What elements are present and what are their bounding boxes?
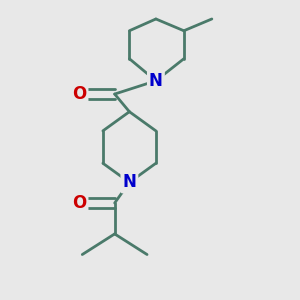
Text: O: O [72, 194, 86, 212]
Text: N: N [149, 72, 163, 90]
Text: N: N [122, 173, 136, 191]
Text: O: O [72, 85, 86, 103]
